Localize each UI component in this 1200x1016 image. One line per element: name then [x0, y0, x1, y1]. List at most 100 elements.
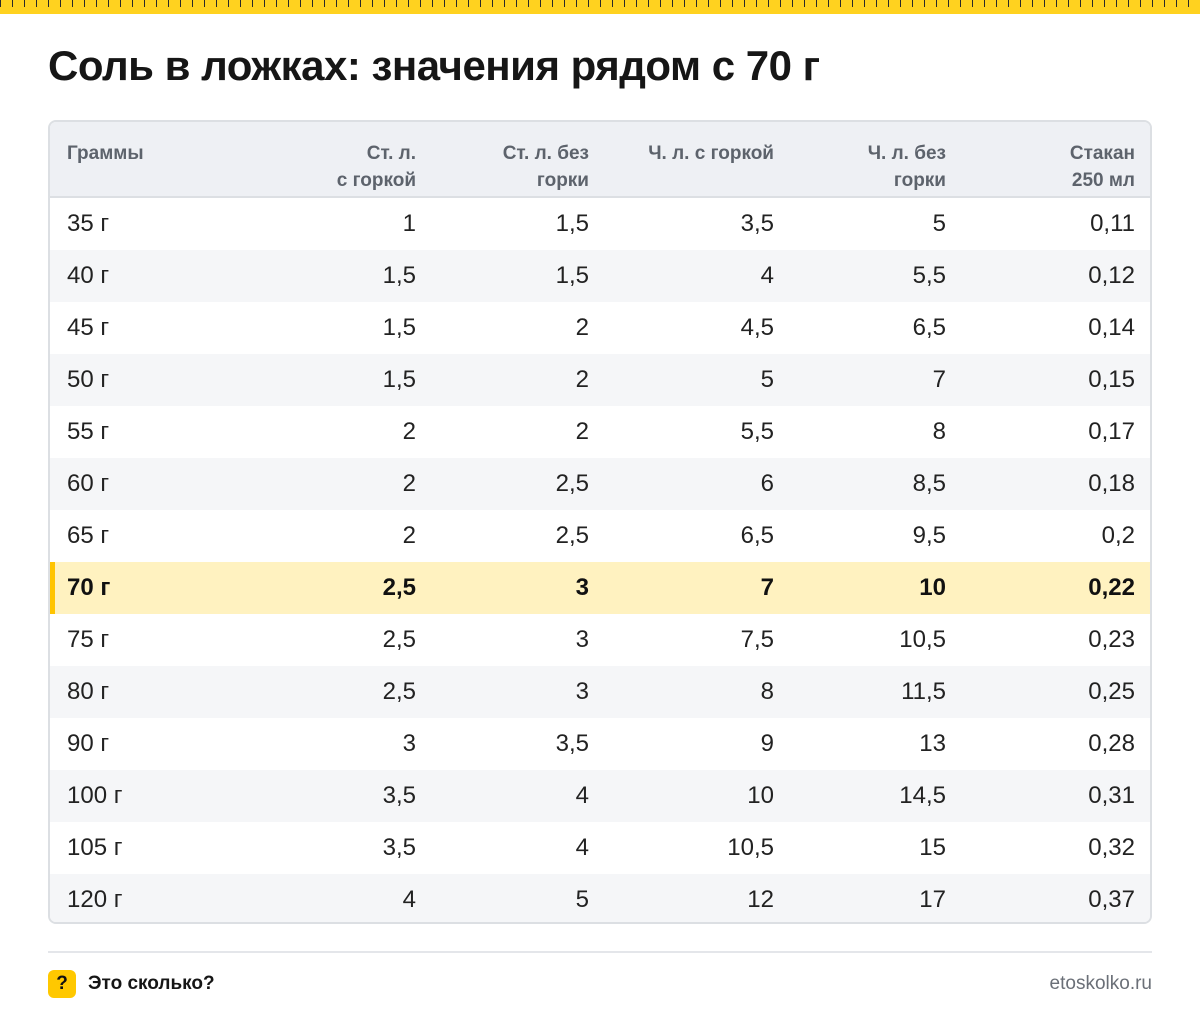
table-header: Граммы Ст. л. с горкой Ст. л. без горки …: [50, 122, 1150, 198]
cell-tsp-level: 6,5: [912, 314, 946, 341]
cell-glass: 0,15: [1088, 366, 1135, 393]
cell-tsp-heaped: 4: [760, 262, 774, 289]
table-row: 40 г 1,5 1,5 4 5,5 0,12: [50, 250, 1150, 302]
table-row: 100 г 3,5 4 10 14,5 0,31: [50, 770, 1150, 822]
table-row: 120 г 4 5 12 17 0,37: [50, 874, 1150, 922]
table-row-highlighted: 70 г 2,5 3 7 10 0,22: [50, 562, 1150, 614]
cell-tsp-level: 9,5: [912, 522, 946, 549]
cell-glass: 0,22: [1088, 574, 1135, 601]
cell-tbsp-heaped: 3,5: [382, 834, 416, 861]
table-body: 35 г 1 1,5 3,5 5 0,11 40 г 1,5 1,5 4 5,5 0,12 45 г 1,…: [50, 198, 1150, 922]
cell-tbsp-level: 3: [575, 678, 589, 705]
cell-tbsp-level: 2,5: [555, 522, 589, 549]
cell-tsp-level: 10,5: [899, 626, 946, 653]
cell-grams: 50 г: [67, 366, 110, 393]
cell-glass: 0,31: [1088, 782, 1135, 809]
cell-glass: 0,12: [1088, 262, 1135, 289]
question-icon: ?: [48, 970, 76, 998]
site-url[interactable]: etoskolko.ru: [1049, 973, 1152, 994]
cell-tbsp-heaped: 1: [402, 210, 416, 237]
cell-tsp-heaped: 7: [760, 574, 774, 601]
table-row: 50 г 1,5 2 5 7 0,15: [50, 354, 1150, 406]
cell-tsp-level: 7: [932, 366, 946, 393]
cell-glass: 0,28: [1088, 730, 1135, 757]
cell-glass: 0,17: [1088, 418, 1135, 445]
cell-grams: 40 г: [67, 262, 110, 289]
cell-tsp-level: 5,5: [912, 262, 946, 289]
cell-grams: 45 г: [67, 314, 110, 341]
cell-glass: 0,37: [1088, 886, 1135, 913]
cell-glass: 0,25: [1088, 678, 1135, 705]
cell-tbsp-heaped: 2: [402, 522, 416, 549]
cell-tsp-heaped: 5,5: [740, 418, 774, 445]
cell-tsp-heaped: 7,5: [740, 626, 774, 653]
ruler-strip: [0, 0, 1200, 14]
cell-tbsp-level: 4: [575, 782, 589, 809]
cell-grams: 35 г: [67, 210, 110, 237]
cell-tsp-heaped: 4,5: [740, 314, 774, 341]
cell-tsp-level: 17: [919, 886, 946, 913]
cell-tbsp-level: 2: [575, 366, 589, 393]
cell-grams: 80 г: [67, 678, 110, 705]
cell-tsp-heaped: 5: [760, 366, 774, 393]
cell-tsp-heaped: 10,5: [727, 834, 774, 861]
header-grams: Граммы: [67, 143, 144, 164]
table-row: 45 г 1,5 2 4,5 6,5 0,14: [50, 302, 1150, 354]
cell-tbsp-level: 2,5: [555, 470, 589, 497]
cell-tsp-heaped: 3,5: [740, 210, 774, 237]
cell-grams: 120 г: [67, 886, 123, 913]
cell-tbsp-level: 1,5: [555, 262, 589, 289]
header-tbsp-heaped: Ст. л. с горкой: [336, 143, 416, 191]
cell-tbsp-heaped: 1,5: [382, 262, 416, 289]
cell-tsp-level: 11,5: [901, 678, 946, 705]
table-row: 55 г 2 2 5,5 8 0,17: [50, 406, 1150, 458]
cell-tsp-level: 14,5: [899, 782, 946, 809]
cell-tbsp-level: 2: [575, 418, 589, 445]
header-glass-250ml: Стакан 250 мл: [1069, 143, 1135, 191]
cell-tbsp-heaped: 1,5: [382, 314, 416, 341]
cell-glass: 0,18: [1088, 470, 1135, 497]
cell-glass: 0,32: [1088, 834, 1135, 861]
cell-tsp-heaped: 6,5: [740, 522, 774, 549]
cell-glass: 0,14: [1088, 314, 1135, 341]
cell-tsp-heaped: 6: [760, 470, 774, 497]
cell-tbsp-level: 3: [575, 574, 589, 601]
cell-tsp-level: 13: [919, 730, 946, 757]
page-title: Соль в ложках: значения рядом с 70 г: [48, 42, 820, 89]
brand-name: Это сколько?: [88, 973, 215, 994]
cell-grams: 65 г: [67, 522, 110, 549]
cell-tbsp-heaped: 1,5: [382, 366, 416, 393]
table-row: 75 г 2,5 3 7,5 10,5 0,23: [50, 614, 1150, 666]
cell-tsp-level: 8: [932, 418, 946, 445]
highlight-marker: [50, 562, 55, 614]
cell-tsp-level: 8,5: [912, 470, 946, 497]
cell-tbsp-heaped: 3: [402, 730, 416, 757]
cell-tbsp-level: 1,5: [555, 210, 589, 237]
cell-tbsp-heaped: 2: [402, 470, 416, 497]
cell-grams: 100 г: [67, 782, 123, 809]
cell-glass: 0,23: [1088, 626, 1135, 653]
cell-glass: 0,2: [1101, 522, 1135, 549]
cell-tbsp-heaped: 3,5: [382, 782, 416, 809]
cell-tsp-heaped: 12: [747, 886, 774, 913]
table-row: 35 г 1 1,5 3,5 5 0,11: [50, 198, 1150, 250]
header-tbsp-level: Ст. л. без горки: [502, 143, 589, 191]
cell-tbsp-heaped: 2: [402, 418, 416, 445]
cell-tbsp-heaped: 4: [402, 886, 416, 913]
conversion-table: Граммы Ст. л. с горкой Ст. л. без горки …: [48, 120, 1152, 924]
cell-grams: 55 г: [67, 418, 110, 445]
cell-grams: 60 г: [67, 470, 110, 497]
table-row: 80 г 2,5 3 8 11,5 0,25: [50, 666, 1150, 718]
cell-tsp-level: 15: [919, 834, 946, 861]
cell-tbsp-level: 4: [575, 834, 589, 861]
cell-tsp-heaped: 10: [747, 782, 774, 809]
table-row: 60 г 2 2,5 6 8,5 0,18: [50, 458, 1150, 510]
cell-glass: 0,11: [1090, 210, 1135, 237]
footer-divider: [48, 951, 1152, 953]
cell-grams: 70 г: [67, 574, 111, 601]
header-tsp-heaped: Ч. л. с горкой: [648, 143, 774, 164]
cell-tbsp-level: 2: [575, 314, 589, 341]
cell-tsp-heaped: 9: [760, 730, 774, 757]
cell-tbsp-heaped: 2,5: [382, 678, 416, 705]
table-row: 90 г 3 3,5 9 13 0,28: [50, 718, 1150, 770]
